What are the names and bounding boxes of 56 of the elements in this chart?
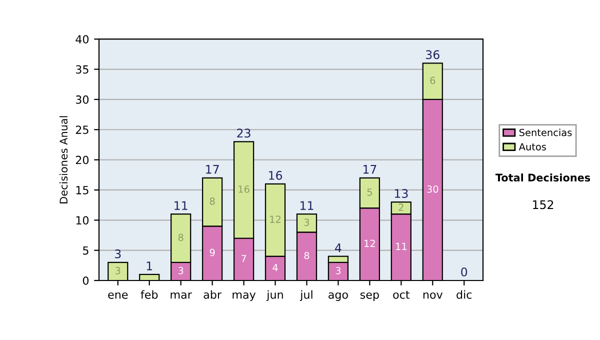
- total-label: 11: [174, 201, 188, 210]
- total-label: 17: [206, 165, 219, 174]
- data-label: 2: [398, 204, 404, 211]
- x-tick-label: nov: [423, 292, 443, 299]
- total-label: 11: [300, 201, 314, 210]
- x-tick-label: abr: [204, 290, 222, 299]
- data-label: 11: [396, 242, 406, 250]
- data-label: 3: [304, 218, 310, 226]
- text: Total Decisiones: [495, 173, 590, 182]
- legend-label: Autos: [518, 143, 546, 150]
- y-tick-label: 35: [76, 65, 88, 74]
- x-tick-label: sep: [360, 292, 379, 301]
- y-tick-label: 25: [76, 126, 88, 134]
- y-tick-label: 5: [83, 246, 88, 255]
- total-label: 17: [363, 165, 376, 174]
- total-label: 13: [394, 189, 408, 198]
- data-label: 16: [238, 185, 250, 193]
- x-tick-label: ago: [328, 292, 348, 301]
- x-tick-label: ene: [108, 292, 128, 299]
- data-label: 7: [241, 254, 246, 262]
- data-label: 3: [116, 266, 120, 274]
- x-tick-label: dic: [456, 290, 472, 299]
- data-label: 5: [367, 188, 372, 196]
- data-label: 8: [210, 198, 215, 205]
- y-tick-label: 15: [76, 186, 88, 194]
- y-tick-label: 10: [76, 216, 89, 225]
- y-tick-label: 40: [76, 35, 89, 44]
- total-label: 3: [115, 249, 121, 258]
- data-label: 8: [178, 234, 184, 242]
- total-label: 16: [269, 170, 282, 180]
- data-label: 30: [427, 185, 438, 193]
- y-tick-label: 0: [82, 276, 89, 285]
- data-label: 12: [270, 216, 280, 223]
- total-label: 36: [426, 50, 440, 60]
- y-tick-label: 30: [76, 95, 89, 104]
- data-label: 9: [210, 248, 215, 256]
- total-label: 23: [237, 128, 250, 138]
- total-label: 4: [335, 243, 342, 252]
- x-tick-label: jul: [300, 290, 312, 301]
- data-label: 6: [430, 76, 436, 84]
- data-label: 3: [178, 266, 184, 274]
- x-tick-label: oct: [393, 290, 410, 299]
- total-label: 0: [461, 267, 468, 276]
- data-label: 12: [364, 240, 375, 247]
- total-label: 1: [146, 262, 152, 270]
- x-tick-label: mar: [170, 292, 192, 299]
- x-tick-label: may: [232, 292, 256, 301]
- data-label: 4: [272, 264, 278, 272]
- legend-label: Sentencias: [519, 128, 572, 136]
- data-label: 8: [304, 252, 310, 260]
- text: 152: [533, 200, 554, 210]
- data-label: 3: [336, 266, 341, 274]
- x-tick-label: jun: [266, 290, 283, 301]
- y-tick-label: 20: [76, 156, 89, 164]
- x-tick-label: feb: [140, 290, 158, 299]
- y-axis-title: Decisiones Anual: [60, 116, 68, 204]
